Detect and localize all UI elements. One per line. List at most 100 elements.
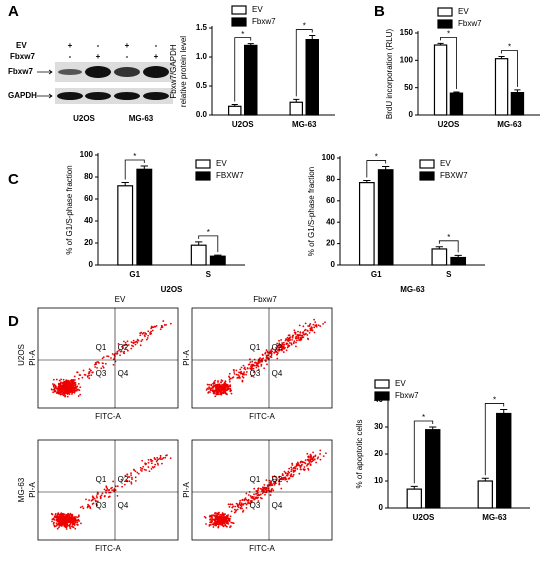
flow-dot: [69, 527, 72, 530]
flow-dot: [309, 329, 312, 332]
flow-dot: [245, 492, 248, 495]
flow-dot: [81, 505, 84, 508]
flow-dot: [228, 380, 231, 383]
flow-dot: [299, 331, 302, 334]
flow-dot: [169, 322, 172, 325]
flow-dot: [309, 463, 312, 466]
significance-label: *: [508, 43, 511, 52]
y-tick-label: 100: [400, 55, 414, 64]
flow-dot: [60, 521, 63, 524]
flow-dot: [257, 487, 260, 490]
flow-dot: [291, 462, 294, 465]
flow-dot: [78, 374, 81, 376]
flow-dot: [73, 517, 76, 519]
flow-dot: [216, 518, 219, 521]
significance-bracket: [413, 420, 434, 484]
flow-dot: [134, 341, 137, 343]
blot-sign: -: [97, 41, 100, 50]
x-axis-label: U2OS: [161, 285, 183, 294]
flow-dot: [244, 368, 247, 371]
flow-dot: [224, 382, 226, 385]
y-tick-label: 0: [89, 260, 94, 269]
flow-dot: [50, 512, 53, 515]
significance-bracket: [438, 240, 459, 253]
flow-dot: [131, 478, 133, 480]
flow-dot: [133, 341, 135, 344]
flow-dot: [94, 366, 97, 368]
bar: [228, 105, 242, 116]
flow-dot: [119, 350, 122, 353]
x-tick-label: MG-63: [482, 513, 507, 522]
flow-dot: [162, 320, 165, 322]
flow-dot: [264, 487, 267, 489]
flow-dot: [100, 494, 103, 497]
flow-dot: [292, 341, 295, 344]
flow-dot: [233, 372, 236, 375]
flow-dot: [241, 507, 243, 510]
flow-dot: [119, 354, 121, 357]
flow-dot: [76, 523, 78, 526]
flow-dot: [283, 343, 286, 346]
flow-dot: [219, 513, 222, 516]
flow-dot: [276, 353, 279, 356]
flow-dot: [73, 391, 76, 394]
error-bar: [453, 91, 460, 94]
flow-dot: [248, 502, 251, 505]
flow-dot: [238, 376, 240, 379]
flow-dot: [141, 467, 144, 470]
flow-dot: [160, 458, 162, 461]
flow-dot: [288, 467, 291, 470]
flow-dot: [222, 525, 225, 528]
band-label: Fbxw7: [8, 67, 33, 76]
flow-dot: [95, 495, 98, 497]
flow-dot: [251, 363, 254, 366]
bar: [431, 248, 448, 266]
flow-dot: [221, 379, 224, 382]
flow-dot: [269, 355, 272, 358]
flow-dot: [60, 518, 63, 520]
flow-dot: [91, 371, 94, 374]
flow-dot: [278, 479, 281, 482]
error-bar: [382, 166, 390, 170]
panel-label: A: [8, 3, 19, 20]
flow-dot: [259, 493, 262, 496]
legend-swatch: [419, 159, 435, 169]
flow-dot: [145, 463, 148, 465]
significance-bracket: [440, 36, 457, 90]
flow-dot: [142, 465, 145, 468]
flow-dot: [63, 389, 66, 392]
flow-dot: [59, 517, 62, 520]
blot-sign: +: [154, 52, 159, 61]
flow-dot: [217, 380, 219, 382]
flow-dot: [314, 455, 317, 458]
flow-dot: [136, 471, 139, 474]
flow-dot: [284, 471, 287, 474]
flow-dot: [290, 468, 293, 471]
flow-dot: [57, 526, 60, 529]
flow-dot: [214, 523, 217, 526]
flow-dot: [161, 462, 163, 465]
flow-dot: [253, 498, 255, 501]
flow-dot: [221, 387, 224, 389]
flow-dot: [270, 489, 273, 492]
flow-dot: [265, 349, 268, 351]
flow-dot: [251, 360, 254, 363]
significance-bracket: [295, 29, 313, 97]
flow-dot: [206, 383, 209, 386]
y-tick-label: 10: [374, 476, 383, 485]
flow-dot: [96, 504, 98, 507]
flow-dot: [266, 357, 268, 360]
bar: [243, 44, 258, 116]
flow-dot: [96, 361, 99, 363]
blot-sign: -: [126, 52, 129, 61]
flow-dot: [266, 363, 268, 366]
flow-dot: [304, 333, 307, 335]
flow-dot: [59, 524, 61, 527]
flow-dot: [239, 368, 242, 371]
flow-dot: [145, 338, 148, 341]
flow-x-label: FITC-A: [249, 544, 275, 553]
flow-dot: [56, 523, 59, 526]
flow-dot: [116, 352, 119, 355]
flow-dot: [68, 393, 71, 395]
flow-dot: [219, 523, 222, 526]
